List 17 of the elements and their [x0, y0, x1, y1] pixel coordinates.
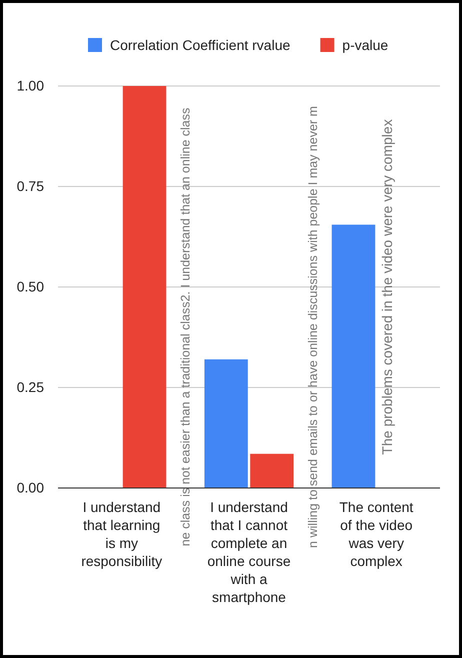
y-tick-label: 1.00 — [16, 77, 44, 94]
y-tick-label: 0.25 — [16, 378, 44, 395]
y-tick-label: 0.00 — [16, 479, 44, 496]
bar — [250, 454, 294, 488]
bar — [332, 224, 376, 488]
bar — [122, 86, 166, 488]
legend-label: Correlation Coefficient rvalue — [110, 37, 290, 53]
annotation: n willing to send emails to or have online discussions with people I may never m — [306, 106, 320, 548]
y-tick-label: 0.75 — [16, 178, 44, 194]
bar — [204, 359, 248, 488]
y-tick-label: 0.50 — [16, 278, 44, 294]
x-tick-label: The content of the video was very complex — [339, 499, 414, 569]
annotation: ne class is not easier than a traditional class2. I understand that an online class — [178, 108, 193, 546]
x-tick-label: I understand that I cannot complete an online course with a smartphone — [207, 499, 291, 605]
x-tick-label: I understand that learning is my responsibility — [81, 499, 162, 569]
legend-label: p-value — [342, 37, 388, 53]
annotation: The problems covered in the video were very complex — [378, 119, 395, 455]
